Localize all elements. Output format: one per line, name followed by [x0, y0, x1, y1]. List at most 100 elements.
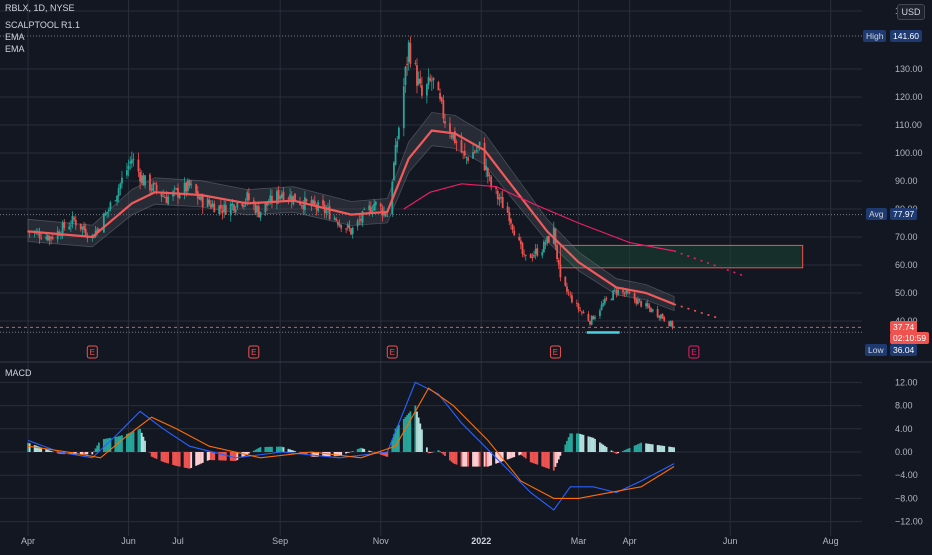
currency-button[interactable]: USD: [897, 4, 925, 20]
macd-histogram-bar: [546, 452, 549, 469]
macd-histogram-bar: [81, 452, 84, 455]
candle-body: [325, 210, 328, 214]
candle-body: [328, 206, 331, 220]
macd-histogram-bar: [269, 446, 272, 452]
macd-histogram-bar: [277, 446, 280, 452]
y-tick-label: 60.00: [895, 260, 918, 270]
candle-body: [50, 236, 52, 239]
low-label: Low: [865, 344, 887, 356]
candle-body: [407, 42, 410, 62]
candle-body: [518, 237, 521, 241]
macd-histogram-bar: [636, 444, 639, 452]
candle-body: [452, 133, 455, 140]
candle-body: [198, 196, 201, 200]
candle-body: [462, 151, 465, 153]
macd-histogram-bar: [437, 450, 440, 452]
macd-histogram-bar: [183, 452, 186, 468]
candle-body: [592, 316, 595, 320]
earnings-marker: [248, 345, 260, 359]
candle-body: [264, 203, 267, 213]
macd-histogram-bar: [417, 417, 420, 452]
candle-body: [453, 131, 456, 144]
macd-histogram-bar: [83, 452, 85, 455]
macd-y-tick-label: 4.00: [895, 424, 913, 434]
macd-histogram-bar: [188, 452, 191, 469]
macd-histogram-bar: [107, 438, 110, 452]
candle-body: [356, 220, 359, 227]
ema-legend-2[interactable]: EMA: [5, 44, 25, 54]
candle-body: [617, 289, 619, 295]
macd-histogram-bar: [518, 452, 521, 456]
candle-body: [211, 203, 214, 208]
macd-histogram-bar: [190, 452, 193, 468]
macd-histogram-bar: [394, 428, 397, 452]
candle-body: [488, 175, 491, 176]
macd-histogram-bar: [475, 452, 478, 467]
candle-body: [613, 289, 616, 291]
macd-histogram-bar: [86, 452, 89, 455]
y-tick-label: 90.00: [895, 176, 918, 186]
candle-body: [554, 228, 557, 247]
symbol-legend[interactable]: RBLX, 1D, NYSE: [5, 3, 75, 13]
macd-histogram-bar: [483, 452, 486, 467]
candle-body: [183, 182, 186, 195]
scalptool-legend[interactable]: SCALPTOOL R1.1: [5, 20, 81, 30]
macd-histogram-bar: [130, 432, 133, 452]
macd-histogram-bar: [210, 452, 212, 461]
candle-body: [126, 170, 128, 176]
candle-body: [83, 225, 85, 230]
macd-histogram-bar: [635, 444, 638, 452]
candle-body: [483, 142, 486, 171]
macd-histogram-bar: [453, 452, 456, 464]
candle-body: [587, 313, 590, 321]
candle-body: [221, 210, 224, 213]
macd-histogram-bar: [536, 452, 539, 465]
macd-histogram-bar: [279, 446, 282, 452]
macd-histogram-bar: [96, 445, 99, 452]
macd-histogram-bar: [35, 445, 38, 452]
macd-histogram-bar: [142, 436, 145, 452]
candle-body: [140, 175, 143, 184]
ema-legend-1[interactable]: EMA: [5, 32, 25, 42]
avg-label: Avg: [866, 208, 887, 220]
candle-body: [635, 298, 638, 304]
candle-body: [615, 290, 618, 294]
macd-histogram-bar: [84, 452, 87, 455]
macd-histogram-bar: [511, 452, 514, 458]
candle-body: [440, 97, 443, 101]
macd-histogram-bar: [490, 452, 493, 466]
candle-body: [210, 204, 212, 208]
macd-histogram-bar: [571, 433, 573, 452]
candle-body: [346, 224, 349, 228]
candle-body: [460, 140, 463, 153]
macd-histogram-bar: [407, 413, 410, 452]
macd-title: MACD: [5, 368, 32, 378]
candle-body: [671, 321, 674, 328]
last-price-value: 37.74: [890, 321, 918, 333]
macd-histogram-bar: [149, 452, 151, 453]
macd-histogram-bar: [660, 445, 662, 452]
candle-body: [315, 205, 318, 210]
candle-body: [612, 290, 615, 300]
macd-histogram-bar: [310, 452, 313, 457]
candle-body: [402, 86, 405, 129]
macd-histogram-bar: [213, 452, 216, 461]
macd-histogram-bar: [519, 452, 522, 455]
candle-body: [336, 221, 339, 225]
macd-histogram-bar: [671, 447, 674, 452]
macd-histogram-bar: [575, 433, 578, 452]
macd-histogram-bar: [427, 452, 430, 454]
candle-body: [60, 235, 62, 237]
macd-histogram-bar: [126, 433, 128, 452]
candle-body: [669, 321, 672, 327]
candle-body: [602, 303, 605, 306]
candle-body: [188, 180, 191, 186]
candle-body: [119, 183, 122, 189]
macd-histogram-bar: [139, 428, 141, 452]
macd-histogram-bar: [40, 447, 43, 452]
candle-body: [409, 43, 412, 64]
candle-body: [600, 304, 603, 310]
macd-histogram-bar: [440, 452, 443, 454]
